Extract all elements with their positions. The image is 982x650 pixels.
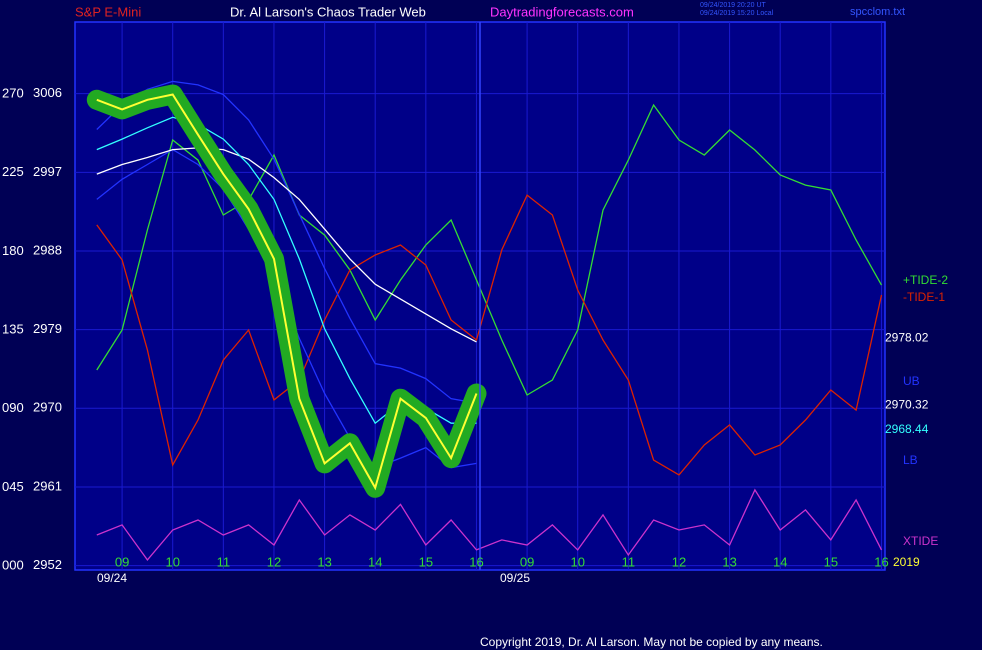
x-tick-label: 14 (368, 554, 382, 569)
series-line (96, 488, 883, 561)
series-line (96, 194, 883, 476)
y2-tick-label: 135 (2, 321, 24, 336)
end-value-label: 2970.32 (885, 398, 929, 412)
x-tick-label: 09 (520, 554, 534, 569)
x-tick-label: 13 (722, 554, 736, 569)
x-tick-label: 14 (773, 554, 787, 569)
y-tick-label: 2970 (33, 400, 62, 415)
y-tick-label: 2997 (33, 164, 62, 179)
x-tick-label: 12 (672, 554, 686, 569)
series-line (96, 103, 883, 396)
end-value-label: 2968.44 (885, 422, 929, 436)
site-title: Dr. Al Larson's Chaos Trader Web (230, 4, 426, 19)
legend-entry: LB (903, 453, 918, 467)
x-tick-label: 15 (419, 554, 433, 569)
site-url: Daytradingforecasts.com (490, 4, 634, 19)
y2-tick-label: 090 (2, 400, 24, 415)
date-label: 09/24 (97, 571, 127, 585)
legend-entry: +TIDE-2 (903, 273, 948, 287)
y2-tick-label: 045 (2, 479, 24, 494)
x-tick-label: 13 (317, 554, 331, 569)
x-tick-label: 10 (165, 554, 179, 569)
timestamp-utc: 09/24/2019 20:20 UT (700, 2, 766, 9)
x-tick-label: 16 (874, 554, 888, 569)
instrument-title: S&P E-Mini (75, 4, 141, 19)
x-tick-label: 11 (622, 554, 636, 569)
y-tick-label: 2961 (33, 478, 62, 493)
x-tick-label: 16 (469, 554, 483, 569)
year-label: 2019 (893, 555, 920, 569)
legend-entry: UB (903, 374, 920, 388)
legend-entry: XTIDE (903, 534, 938, 548)
x-tick-label: 10 (570, 554, 584, 569)
series-line (96, 80, 477, 404)
series-line (96, 147, 477, 343)
file-name: spcclom.txt (850, 6, 905, 18)
x-tick-label: 12 (267, 554, 281, 569)
date-label: 09/25 (500, 571, 530, 585)
grid (75, 22, 885, 570)
y-tick-label: 2952 (33, 557, 62, 572)
y2-tick-label: 270 (2, 85, 24, 100)
y-tick-label: 2979 (33, 321, 62, 336)
y2-tick-label: 000 (2, 557, 24, 572)
y2-tick-label: 225 (2, 164, 24, 179)
y2-tick-label: 180 (2, 243, 24, 258)
copyright: Copyright 2019, Dr. Al Larson. May not b… (480, 635, 823, 649)
x-tick-label: 15 (824, 554, 838, 569)
x-tick-label: 11 (217, 554, 231, 569)
series-line (96, 93, 478, 491)
timestamp-local: 09/24/2019 15:20 Local (700, 10, 774, 17)
legend-entry: -TIDE-1 (903, 290, 945, 304)
end-value-label: 2978.02 (885, 330, 929, 344)
series-lines (86, 80, 883, 561)
y-tick-label: 3006 (33, 85, 62, 100)
y-tick-label: 2988 (33, 242, 62, 257)
x-tick-label: 09 (115, 554, 129, 569)
